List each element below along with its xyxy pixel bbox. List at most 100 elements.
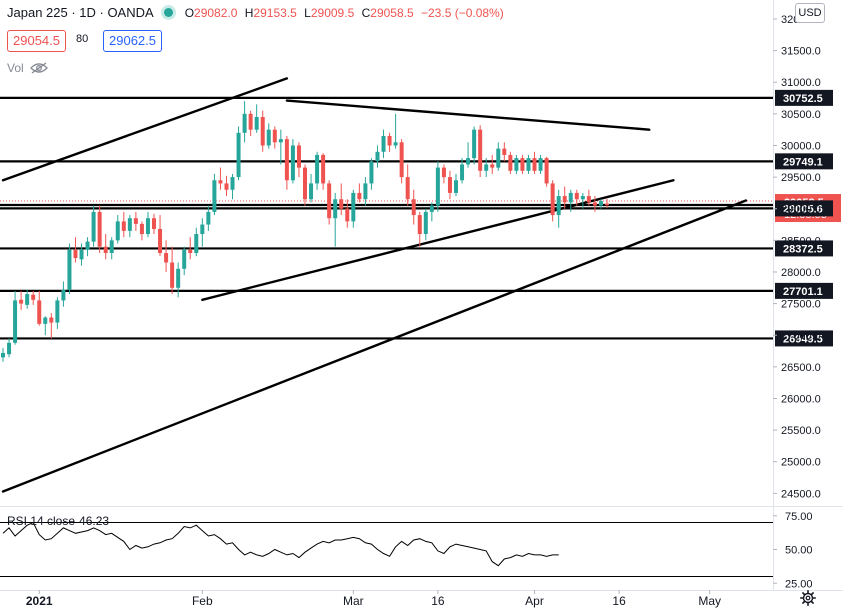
candle-down xyxy=(544,158,549,184)
candle-up xyxy=(1,352,5,358)
candle-down xyxy=(321,154,326,184)
y-tick-label: 25000.0 xyxy=(781,457,821,469)
candle-down xyxy=(218,180,223,184)
candle-up xyxy=(526,158,531,171)
candle-down xyxy=(447,177,452,193)
buy-button[interactable]: 29062.5 xyxy=(103,30,162,52)
candle-up xyxy=(230,177,235,190)
candle-up xyxy=(435,167,440,206)
candle-down xyxy=(345,208,350,222)
trendline[interactable] xyxy=(1,199,748,493)
candle-down xyxy=(170,262,175,288)
candle-up xyxy=(351,192,356,222)
candle-up xyxy=(236,132,241,178)
candle-up xyxy=(278,139,283,143)
y-tick-label: 26500.0 xyxy=(781,362,821,374)
level-label-bg xyxy=(775,330,833,347)
candle-up xyxy=(369,161,374,184)
candle-down xyxy=(502,148,507,155)
candle-up xyxy=(496,148,501,168)
candle-up xyxy=(538,158,543,171)
trendline[interactable] xyxy=(285,99,651,131)
y-tick-label: 31500.0 xyxy=(781,46,821,58)
currency-badge[interactable]: USD xyxy=(795,3,825,23)
high-value: 29153.5 xyxy=(253,5,297,20)
candle-down xyxy=(121,221,126,231)
candle-up xyxy=(55,300,60,323)
candle-down xyxy=(327,183,332,219)
x-tick-label: Mar xyxy=(343,594,364,608)
volume-label: Vol xyxy=(7,61,24,75)
candle-down xyxy=(272,129,277,143)
candle-up xyxy=(454,180,458,193)
level-label: 29749.1 xyxy=(783,156,823,168)
trendline[interactable] xyxy=(1,77,289,182)
candle-down xyxy=(399,142,404,178)
candle-up xyxy=(67,249,72,290)
candle-down xyxy=(478,129,483,171)
candle-down xyxy=(224,183,229,190)
level-label-bg xyxy=(775,282,833,299)
candle-up xyxy=(43,317,48,324)
rsi-line xyxy=(2,521,559,567)
candle-up xyxy=(363,183,368,200)
candle-up xyxy=(7,342,12,355)
ohlc-values: O29082.0 H29153.5 L29009.5 C29058.5 −23.… xyxy=(185,6,508,20)
candle-down xyxy=(339,199,344,209)
sell-button[interactable]: 29054.5 xyxy=(7,30,66,52)
candle-down xyxy=(31,294,36,300)
rsi-label: RSI 14 close xyxy=(7,514,76,528)
candle-down xyxy=(574,192,579,200)
candle-down xyxy=(133,218,138,224)
eye-off-icon[interactable] xyxy=(29,62,48,74)
rsi-tick-label: 75.00 xyxy=(785,511,813,523)
candle-down xyxy=(103,246,108,253)
volume-legend[interactable]: Vol xyxy=(7,61,48,75)
candle-down xyxy=(532,158,537,171)
rsi-value: 46.23 xyxy=(79,514,110,528)
candle-up xyxy=(466,158,471,165)
candle-up xyxy=(200,224,205,235)
candle-up xyxy=(242,113,247,133)
gear-icon[interactable] xyxy=(800,590,816,611)
candle-up xyxy=(79,249,84,260)
candle-down xyxy=(592,202,597,206)
candle-up xyxy=(176,268,181,288)
y-tick-label: 24500.0 xyxy=(781,488,821,500)
x-tick-label: 16 xyxy=(612,594,626,608)
candle-down xyxy=(284,139,289,181)
candle-down xyxy=(357,192,362,200)
candle-down xyxy=(550,183,555,216)
time-axis[interactable]: 2021 Feb Mar 16 Apr 16 May xyxy=(26,590,721,608)
candle-up xyxy=(460,164,465,181)
candle-up xyxy=(109,240,114,253)
price-axis[interactable]: 24500.0 25000.0 25500.0 26000.0 26500.0 27000… xyxy=(773,14,821,500)
level-label-bg xyxy=(775,153,833,170)
trendlines[interactable] xyxy=(1,77,748,493)
y-tick-label: 29000.0 xyxy=(781,204,821,216)
candle-up xyxy=(309,183,314,200)
candle-down xyxy=(37,300,42,324)
candlestick-series xyxy=(1,101,609,362)
candle-up xyxy=(598,201,603,206)
candle-up xyxy=(375,151,380,162)
symbol-title[interactable]: Japan 225 · 1D · OANDA xyxy=(7,5,154,20)
rsi-tick-label: 50.00 xyxy=(785,545,813,557)
candle-down xyxy=(164,253,169,263)
candle-up xyxy=(514,158,519,171)
level-label-bg xyxy=(775,240,833,257)
candle-down xyxy=(417,215,422,235)
close-value: 29058.5 xyxy=(370,5,414,20)
candle-up xyxy=(127,218,132,231)
support-resistance-levels[interactable]: 30752.529749.129058.512:38:5329005.62837… xyxy=(0,89,841,347)
y-tick-label: 29500.0 xyxy=(781,172,821,184)
rsi-legend[interactable]: RSI 14 close 46.23 xyxy=(7,514,109,528)
level-label: 28372.5 xyxy=(783,243,823,255)
candle-down xyxy=(405,177,410,200)
candle-down xyxy=(562,196,567,203)
candle-up xyxy=(61,289,66,301)
candle-up xyxy=(580,196,585,200)
candle-down xyxy=(139,223,144,235)
y-tick-label: 30500.0 xyxy=(781,109,821,121)
